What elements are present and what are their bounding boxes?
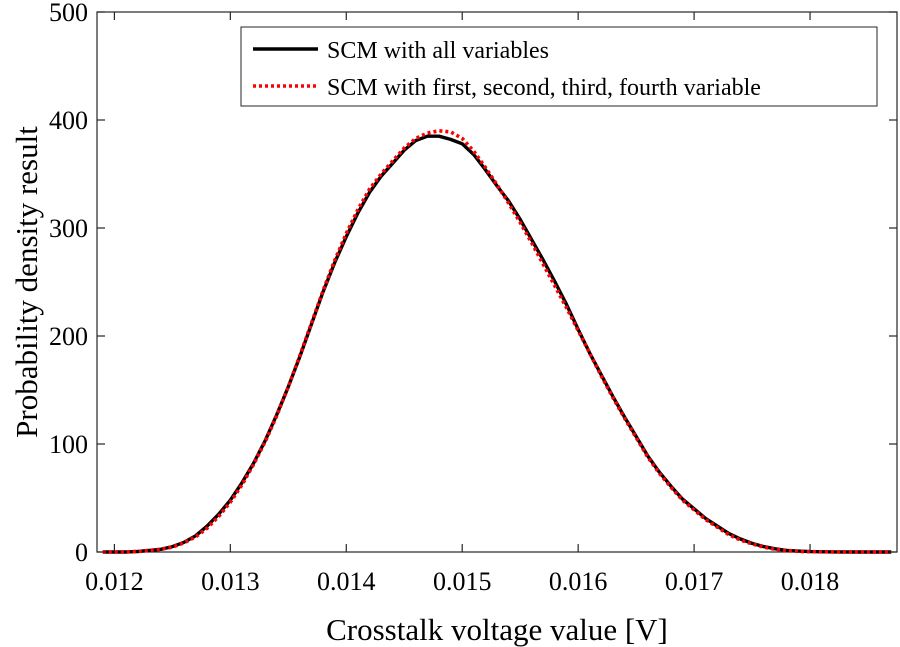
x-tick-label: 0.013 [201, 567, 260, 596]
series-group [102, 129, 892, 554]
x-tick-label: 0.018 [781, 567, 840, 596]
legend-label-series-2: SCM with first, second, third, fourth va… [327, 75, 761, 101]
series-line-1 [102, 134, 892, 554]
ticks-group: 0.012 0.013 0.014 0.015 0.016 0.017 0.018 0 100 2… [49, 0, 897, 596]
x-axis-label: Crosstalk voltage value [V] [326, 612, 668, 647]
y-tick-label: 300 [49, 214, 88, 243]
plot-frame [96, 11, 898, 553]
x-tick-label: 0.016 [549, 567, 608, 596]
y-axis-label: Probability density result [9, 126, 44, 438]
y-tick-label: 0 [75, 538, 88, 567]
x-tick-label: 0.014 [317, 567, 376, 596]
y-tick-label: 400 [49, 106, 88, 135]
legend: SCM with all variables SCM with first, s… [240, 26, 878, 107]
x-tick-label: 0.012 [85, 567, 144, 596]
x-tick-label: 0.017 [665, 567, 724, 596]
y-tick-label: 500 [49, 0, 88, 27]
legend-box [240, 26, 878, 107]
legend-label-series-1: SCM with all variables [327, 38, 549, 64]
axes [96, 11, 898, 553]
y-tick-label: 200 [49, 322, 88, 351]
y-tick-label: 100 [49, 430, 88, 459]
x-tick-label: 0.015 [433, 567, 492, 596]
series-line-2 [102, 129, 892, 554]
